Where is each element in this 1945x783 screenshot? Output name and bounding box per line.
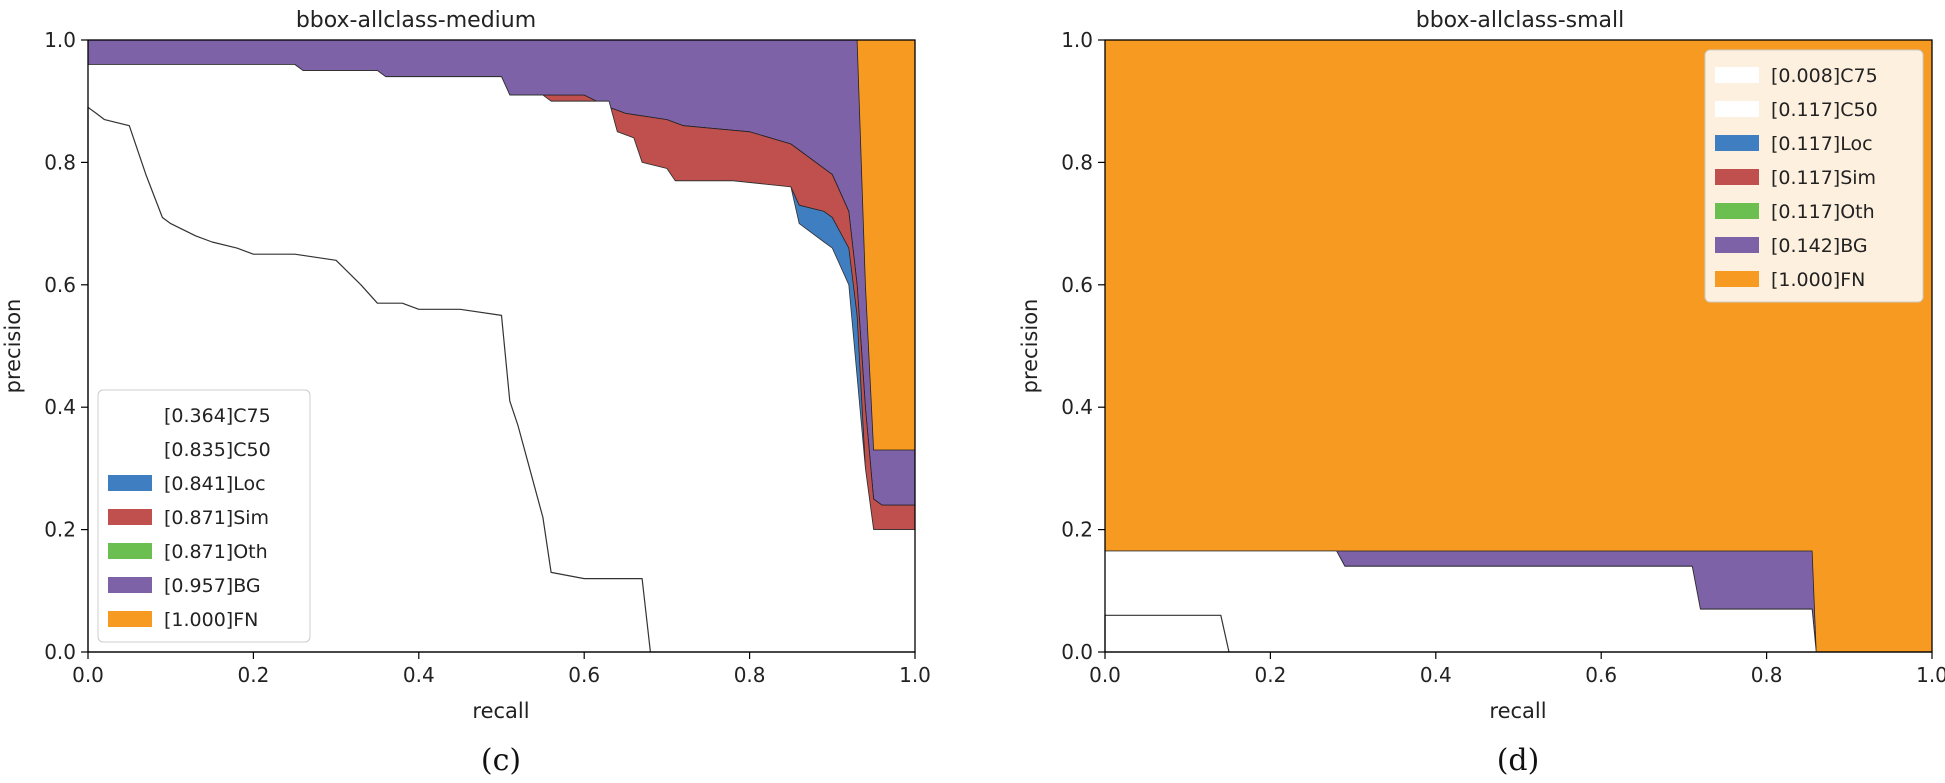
legend-swatch-bg [1715, 237, 1759, 253]
chart-title: bbox-allclass-medium [296, 8, 536, 33]
legend-swatch-c50 [108, 441, 152, 457]
panel-caption: (c) [481, 743, 521, 778]
panel-caption: (d) [1497, 743, 1540, 778]
legend-swatch-c75 [108, 407, 152, 423]
legend-label-loc: [0.117]Loc [1771, 133, 1873, 155]
x-tick-label: 0.4 [403, 663, 435, 687]
legend-label-fn: [1.000]FN [1771, 269, 1865, 291]
chart-panel-medium: bbox-allclass-medium 0.0 0.2 0.4 0.6 0.8 1.0 0… [1, 8, 931, 778]
x-tick-label: 0.4 [1420, 663, 1452, 687]
legend-swatch-sim [1715, 169, 1759, 185]
legend-label-oth: [0.117]Oth [1771, 201, 1875, 223]
x-tick-label: 0.0 [72, 663, 104, 687]
x-tick-label: 0.2 [1254, 663, 1286, 687]
y-tick-label: 1.0 [1061, 28, 1093, 52]
legend-label-c75: [0.008]C75 [1771, 65, 1878, 87]
y-tick-label: 0.8 [1061, 150, 1093, 174]
x-tick-label: 0.8 [1751, 663, 1783, 687]
y-tick-label: 0.4 [1061, 395, 1093, 419]
plot-frame [1104, 39, 1933, 653]
x-tick-label: 0.0 [1089, 663, 1121, 687]
y-tick-label: 1.0 [44, 28, 76, 52]
legend-swatch-loc [1715, 135, 1759, 151]
legend-swatch-fn [1715, 271, 1759, 287]
legend-label-sim: [0.871]Sim [164, 507, 269, 529]
x-tick-label: 0.8 [734, 663, 766, 687]
y-tick-label: 0.2 [44, 518, 76, 542]
legend-swatch-loc [108, 475, 152, 491]
legend-label-bg: [0.957]BG [164, 575, 261, 597]
plot-frame [87, 39, 916, 653]
legend-label-loc: [0.841]Loc [164, 473, 266, 495]
legend-label-c75: [0.364]C75 [164, 405, 271, 427]
legend-label-fn: [1.000]FN [164, 609, 258, 631]
y-tick-label: 0.6 [44, 273, 76, 297]
y-tick-label: 0.6 [1061, 273, 1093, 297]
legend-label-c50: [0.835]C50 [164, 439, 271, 461]
legend: [0.008]C75 [0.117]C50 [0.117]Loc [0.117]Sim… [1704, 49, 1924, 303]
legend-label-oth: [0.871]Oth [164, 541, 268, 563]
y-axis-label: precision [1, 299, 25, 394]
legend-label-c50: [0.117]C50 [1771, 99, 1878, 121]
x-tick-label: 1.0 [899, 663, 931, 687]
legend-swatch-oth [108, 543, 152, 559]
y-axis-label: precision [1018, 299, 1042, 394]
x-tick-label: 0.6 [568, 663, 600, 687]
legend-swatch-oth [1715, 203, 1759, 219]
y-tick-label: 0.0 [1061, 640, 1093, 664]
legend-swatch-c50 [1715, 101, 1759, 117]
chart-panel-small: bbox-allclass-small 0.0 0.2 0.4 0.6 0.8 1.0 0.… [1018, 8, 1945, 778]
y-tick-label: 0.8 [44, 150, 76, 174]
legend-swatch-c75 [1715, 67, 1759, 83]
y-tick-label: 0.4 [44, 395, 76, 419]
x-tick-label: 0.2 [237, 663, 269, 687]
legend: [0.364]C75 [0.835]C50 [0.841]Loc [0.871]Sim… [97, 389, 311, 643]
legend-label-sim: [0.117]Sim [1771, 167, 1876, 189]
x-axis-label: recall [1489, 699, 1546, 723]
x-axis-label: recall [472, 699, 529, 723]
legend-label-bg: [0.142]BG [1771, 235, 1868, 257]
legend-box [1704, 49, 1924, 303]
x-tick-label: 1.0 [1916, 663, 1945, 687]
x-tick-label: 0.6 [1585, 663, 1617, 687]
legend-swatch-fn [108, 611, 152, 627]
legend-swatch-bg [108, 577, 152, 593]
chart-title: bbox-allclass-small [1416, 8, 1625, 33]
y-tick-label: 0.0 [44, 640, 76, 664]
y-tick-label: 0.2 [1061, 518, 1093, 542]
legend-swatch-sim [108, 509, 152, 525]
